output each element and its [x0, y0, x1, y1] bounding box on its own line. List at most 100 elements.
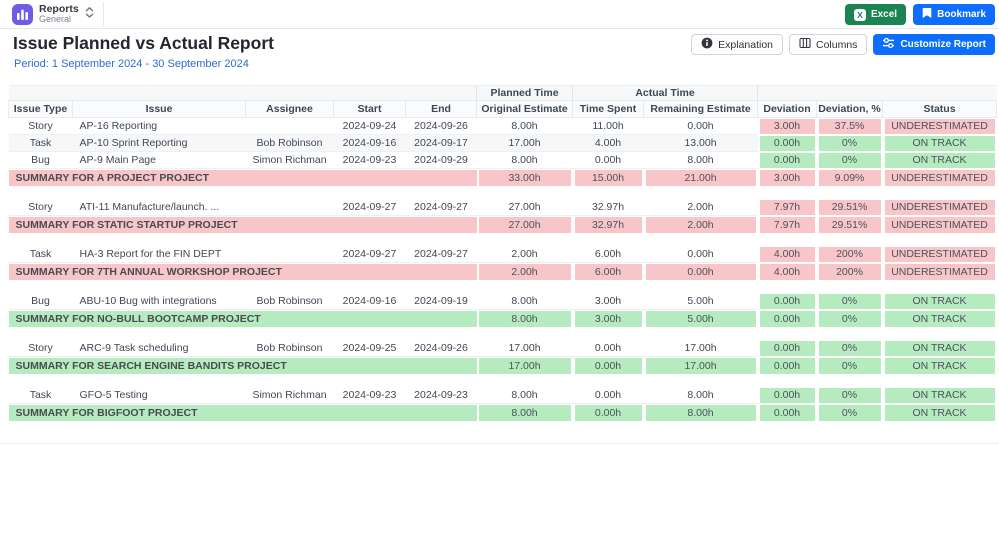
column-header-remaining-estimate: Remaining Estimate [642, 100, 759, 118]
summary-cell-deviation: 7.97h [758, 216, 817, 234]
group-spacer [8, 421, 997, 434]
table-row: Story AP-16 Reporting 2024-09-24 2024-09-26… [8, 117, 997, 135]
cell-remaining_estimate: 8.00h [643, 386, 758, 404]
cell-remaining_estimate: 8.00h [643, 151, 758, 169]
column-header-issue-type: Issue Type [8, 100, 73, 118]
summary-cell-original_estimate: 17.00h [477, 357, 573, 375]
cell-issue_type: Task [8, 386, 73, 404]
cell-issue: AP-9 Main Page [72, 151, 246, 169]
bookmark-icon [922, 7, 932, 22]
cell-issue: ABU-10 Bug with integrations [72, 292, 246, 310]
customize-report-button[interactable]: Customize Report [873, 34, 995, 55]
summary-cell-remaining_estimate: 21.00h [644, 169, 758, 187]
app-switcher[interactable]: Reports General [12, 3, 94, 26]
summary-cell-remaining_estimate: 8.00h [644, 404, 758, 422]
table-row: Story ARC-9 Task scheduling Bob Robinson 20… [8, 339, 997, 357]
reports-app-logo-icon [12, 4, 33, 25]
cell-assignee: Bob Robinson [245, 292, 334, 310]
cell-deviation: 0.00h [757, 134, 817, 152]
summary-cell-original_estimate: 8.00h [477, 404, 573, 422]
group-header-spacer [757, 85, 997, 101]
cell-start: 2024-09-16 [333, 292, 406, 310]
cell-time_spent: 32.97h [572, 198, 644, 216]
explanation-button[interactable]: Explanation [691, 34, 783, 55]
cell-start: 2024-09-27 [333, 198, 406, 216]
group-header-actual-time: Actual Time [571, 85, 759, 101]
cell-remaining_estimate: 13.00h [643, 134, 758, 152]
cell-original_estimate: 8.00h [476, 117, 573, 135]
cell-deviation: 4.00h [757, 245, 817, 263]
summary-label: SUMMARY FOR A PROJECT PROJECT [8, 169, 477, 187]
summary-cell-deviation_pct: 0% [817, 310, 883, 328]
cell-remaining_estimate: 0.00h [643, 245, 758, 263]
summary-cell-deviation: 0.00h [758, 310, 817, 328]
cell-assignee: Simon Richman [245, 386, 334, 404]
summary-cell-time_spent: 32.97h [573, 216, 644, 234]
summary-cell-deviation_pct: 0% [817, 404, 883, 422]
cell-deviation_pct: 0% [816, 386, 883, 404]
summary-row: SUMMARY FOR 7TH ANNUAL WORKSHOP PROJECT 2… [8, 263, 997, 281]
cell-original_estimate: 17.00h [476, 339, 573, 357]
cell-issue: AP-10 Sprint Reporting [72, 134, 246, 152]
column-header-time-spent: Time Spent [572, 100, 644, 118]
group-spacer [8, 327, 997, 340]
summary-label: SUMMARY FOR BIGFOOT PROJECT [8, 404, 477, 422]
summary-cell-status: ON TRACK [883, 357, 997, 375]
top-navbar: Reports General X Excel Bookmark [0, 0, 999, 29]
cell-status: UNDERESTIMATED [882, 245, 997, 263]
cell-start: 2024-09-23 [333, 386, 406, 404]
cell-assignee [245, 198, 334, 216]
summary-cell-time_spent: 6.00h [573, 263, 644, 281]
report-table: Planned Time Actual Time Issue Type Issu… [8, 85, 998, 434]
summary-label: SUMMARY FOR 7TH ANNUAL WORKSHOP PROJECT [8, 263, 477, 281]
cell-deviation: 0.00h [757, 151, 817, 169]
cell-assignee [245, 117, 334, 135]
columns-button[interactable]: Columns [789, 34, 868, 55]
summary-cell-time_spent: 0.00h [573, 357, 644, 375]
cell-assignee [245, 245, 334, 263]
cell-end: 2024-09-19 [405, 292, 477, 310]
cell-deviation_pct: 29.51% [816, 198, 883, 216]
summary-cell-original_estimate: 33.00h [477, 169, 573, 187]
summary-label: SUMMARY FOR NO-BULL BOOTCAMP PROJECT [8, 310, 477, 328]
column-header-status: Status [882, 100, 998, 118]
summary-row: SUMMARY FOR BIGFOOT PROJECT 8.00h 0.00h 8.0… [8, 404, 997, 422]
summary-cell-time_spent: 3.00h [573, 310, 644, 328]
cell-start: 2024-09-24 [333, 117, 406, 135]
cell-assignee: Simon Richman [245, 151, 334, 169]
group-spacer [8, 280, 997, 293]
summary-cell-original_estimate: 27.00h [477, 216, 573, 234]
sliders-icon [882, 37, 895, 52]
cell-issue_type: Task [8, 245, 73, 263]
cell-start: 2024-09-16 [333, 134, 406, 152]
cell-time_spent: 0.00h [572, 386, 644, 404]
table-row: Task GFO-5 Testing Simon Richman 2024-09-23… [8, 386, 997, 404]
summary-cell-deviation_pct: 200% [817, 263, 883, 281]
chevron-up-down-icon[interactable] [85, 6, 94, 24]
bottom-divider [0, 443, 999, 444]
cell-deviation: 0.00h [757, 339, 817, 357]
cell-issue: HA-3 Report for the FIN DEPT [72, 245, 246, 263]
cell-original_estimate: 8.00h [476, 151, 573, 169]
cell-start: 2024-09-23 [333, 151, 406, 169]
cell-time_spent: 3.00h [572, 292, 644, 310]
summary-row: SUMMARY FOR SEARCH ENGINE BANDITS PROJEC… [8, 357, 997, 375]
bookmark-button[interactable]: Bookmark [913, 4, 995, 25]
summary-cell-deviation: 0.00h [758, 357, 817, 375]
summary-row: SUMMARY FOR NO-BULL BOOTCAMP PROJECT 8.00… [8, 310, 997, 328]
column-header-end: End [405, 100, 477, 118]
cell-deviation: 3.00h [757, 117, 817, 135]
cell-issue_type: Story [8, 198, 73, 216]
cell-status: UNDERESTIMATED [882, 117, 997, 135]
cell-deviation: 0.00h [757, 292, 817, 310]
cell-status: ON TRACK [882, 134, 997, 152]
excel-export-button[interactable]: X Excel [844, 4, 907, 25]
summary-label: SUMMARY FOR SEARCH ENGINE BANDITS PROJEC… [8, 357, 477, 375]
summary-cell-status: UNDERESTIMATED [883, 216, 997, 234]
cell-end: 2024-09-27 [405, 198, 477, 216]
summary-cell-deviation: 4.00h [758, 263, 817, 281]
cell-end: 2024-09-26 [405, 117, 477, 135]
cell-issue: ATI-11 Manufacture/launch. ... [72, 198, 246, 216]
info-icon [701, 37, 713, 52]
group-header-planned-time: Planned Time [476, 85, 573, 101]
